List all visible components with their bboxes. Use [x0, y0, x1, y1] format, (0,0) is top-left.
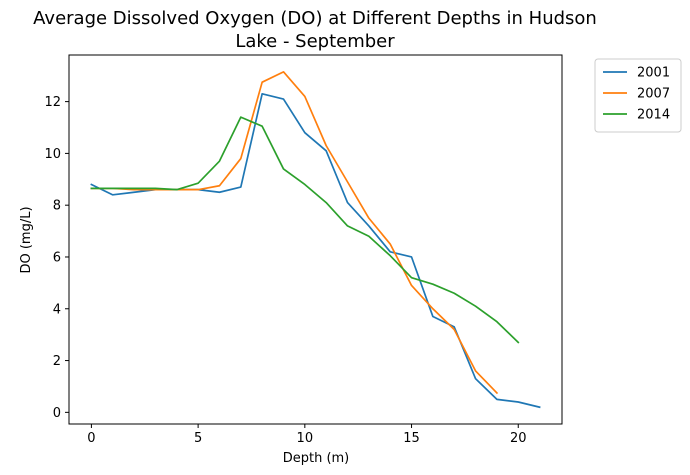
- x-tick-label: 5: [194, 431, 202, 446]
- y-tick-label: 12: [44, 95, 61, 110]
- y-tick-label: 4: [53, 302, 61, 317]
- series-line-2007: [90, 70, 499, 395]
- x-tick-label: 0: [87, 431, 95, 446]
- plot-area: 0 5 10 15 20 0 2 4 6 8 10 12: [44, 54, 563, 446]
- chart-title-line-2: Lake - September: [235, 31, 395, 52]
- x-tick-label: 20: [510, 431, 527, 446]
- legend-label-2001: 2001: [637, 66, 670, 81]
- y-tick-label: 8: [53, 199, 61, 214]
- y-tick-label: 10: [44, 147, 61, 162]
- legend-label-2007: 2007: [637, 87, 670, 102]
- y-tick-label: 2: [53, 354, 61, 369]
- series-line-2014: [90, 116, 520, 344]
- x-tick-label: 15: [403, 431, 420, 446]
- plot-frame: [68, 54, 563, 425]
- series-line-2001: [90, 92, 541, 409]
- y-axis-label: DO (mg/L): [19, 206, 34, 273]
- x-axis-label: Depth (m): [283, 451, 350, 466]
- legend-label-2014: 2014: [637, 108, 670, 123]
- y-tick-label: 0: [53, 406, 61, 421]
- chart-title-line-1: Average Dissolved Oxygen (DO) at Differe…: [33, 8, 597, 29]
- y-tick-label: 6: [53, 250, 61, 265]
- x-tick-label: 10: [297, 431, 314, 446]
- legend: 2001 2007 2014: [594, 58, 682, 133]
